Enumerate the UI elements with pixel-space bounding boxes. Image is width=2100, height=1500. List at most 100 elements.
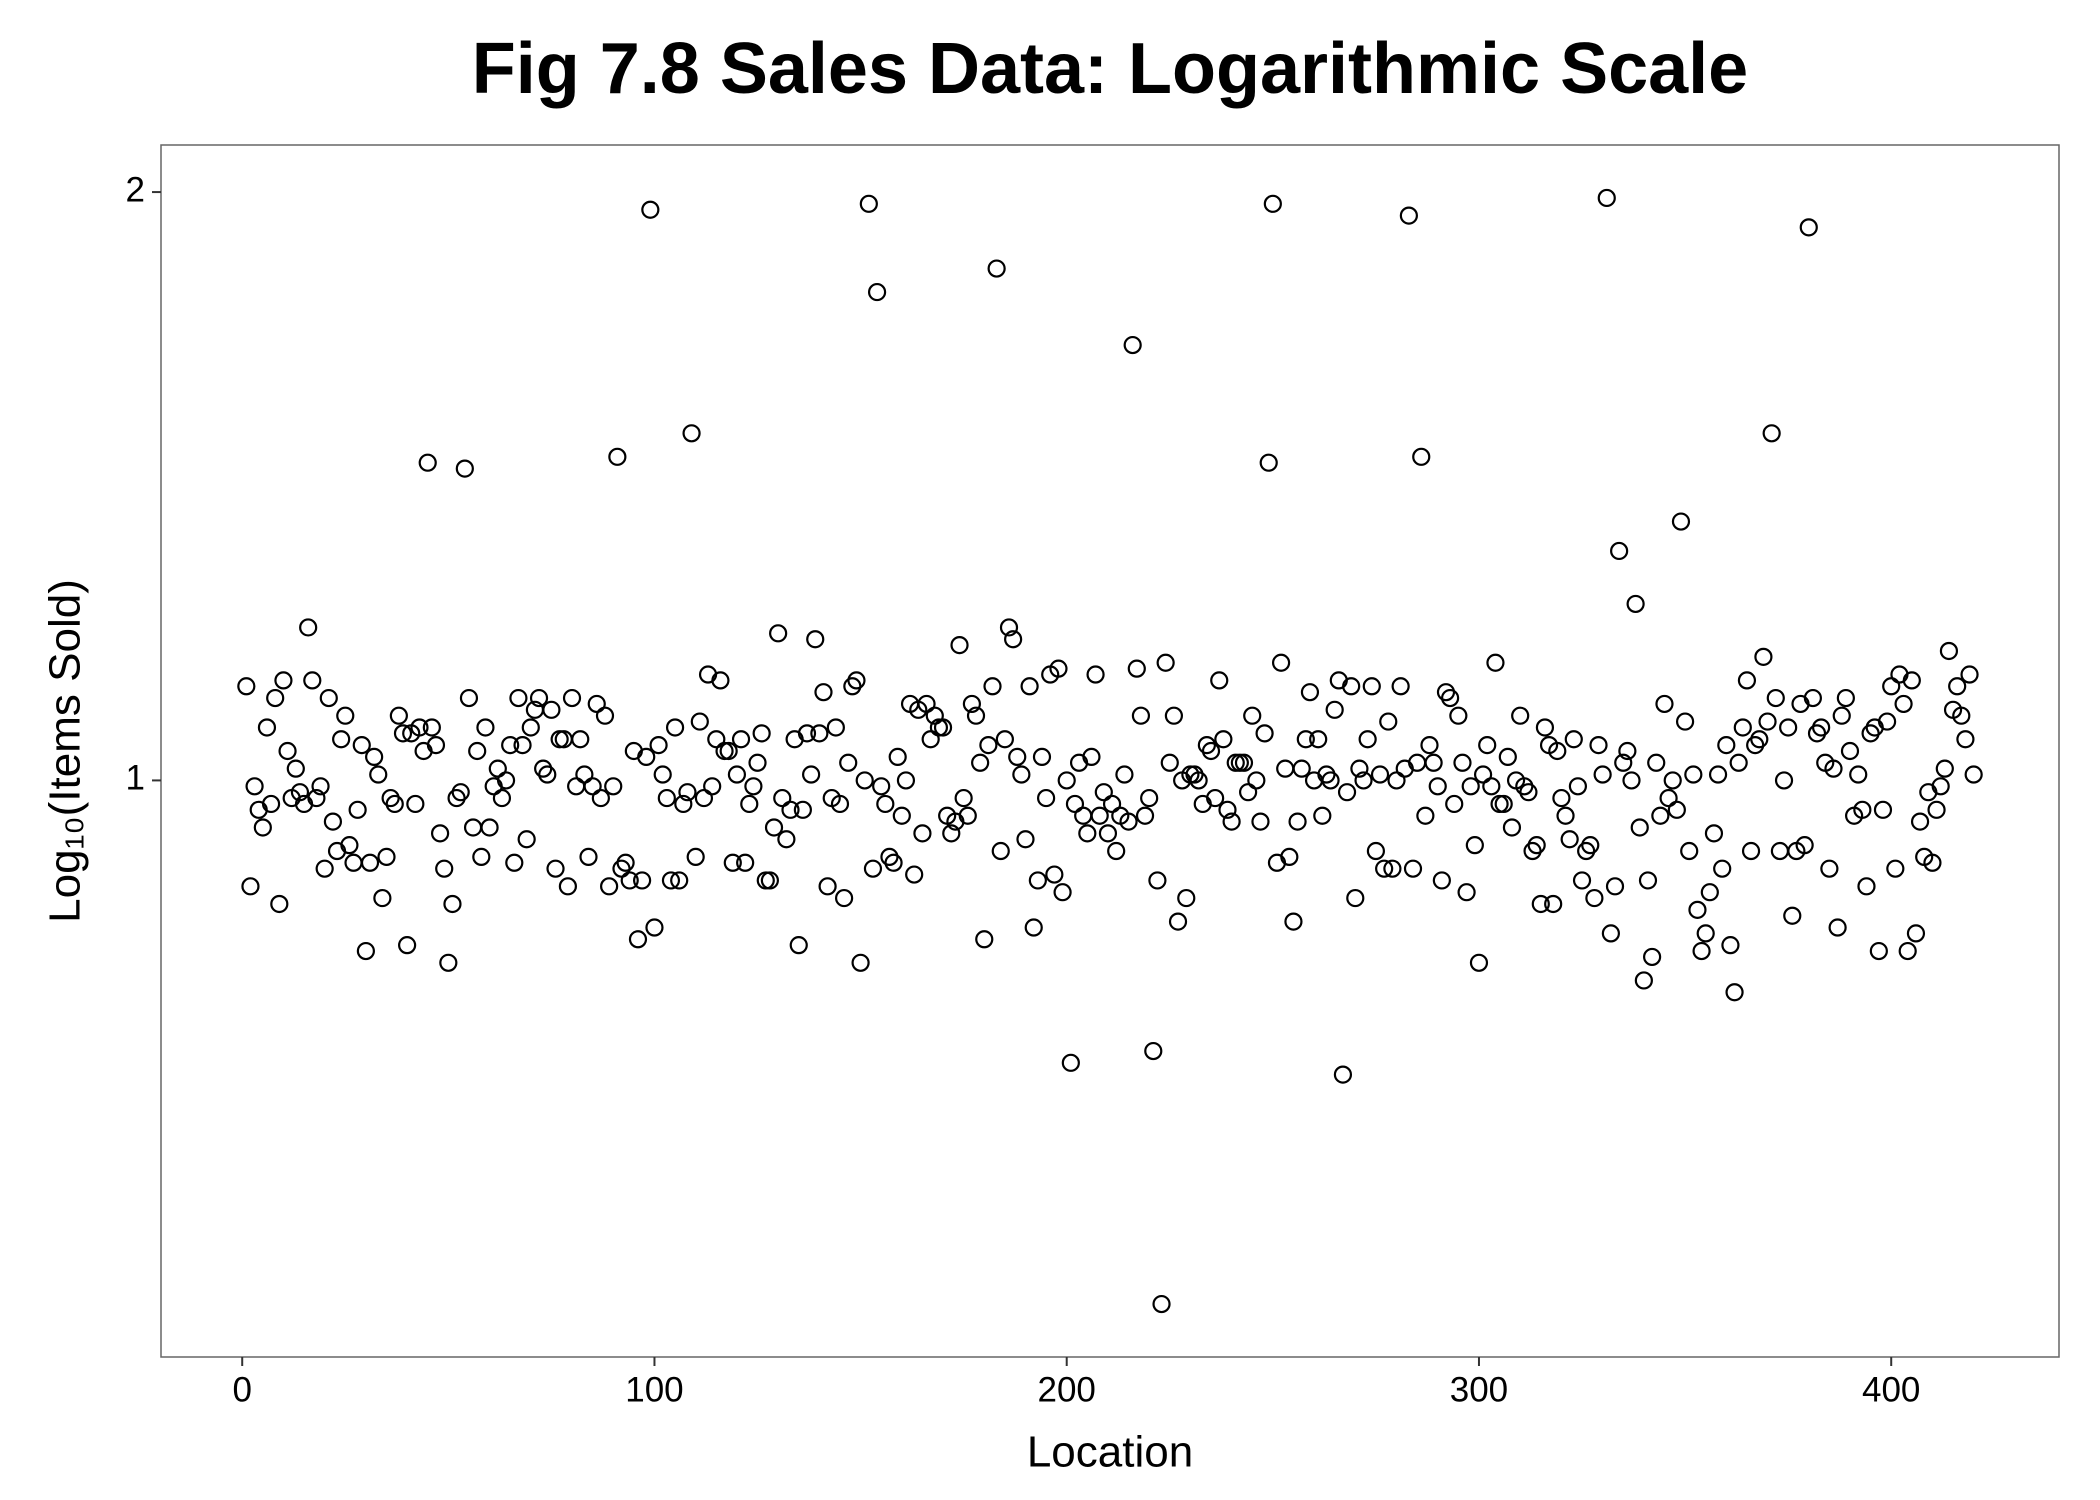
point <box>1441 688 1460 708</box>
x-tick-label: 400 <box>1862 1370 1920 1409</box>
point <box>571 730 590 749</box>
point <box>1511 706 1530 725</box>
point <box>538 765 557 784</box>
point <box>1131 706 1151 725</box>
point <box>451 783 470 802</box>
point <box>1614 753 1633 772</box>
point <box>1346 888 1365 908</box>
point <box>1012 765 1031 784</box>
point <box>1424 753 1443 772</box>
x-tick-label: 100 <box>625 1370 683 1409</box>
point <box>1725 983 1744 1002</box>
point <box>1333 1065 1353 1084</box>
point <box>1593 765 1612 784</box>
point <box>1416 806 1435 825</box>
point <box>1045 865 1064 884</box>
point <box>1902 671 1921 690</box>
point <box>1049 659 1068 678</box>
point <box>1721 936 1740 955</box>
point <box>459 688 479 708</box>
point <box>521 718 540 737</box>
point <box>517 830 536 849</box>
point <box>237 677 256 696</box>
point <box>1156 653 1175 672</box>
point <box>1948 677 1967 696</box>
point <box>1449 706 1468 725</box>
point <box>1288 812 1307 831</box>
point <box>579 847 598 867</box>
point <box>913 824 932 843</box>
point <box>1952 706 1971 725</box>
point <box>1663 771 1682 790</box>
point <box>369 765 388 784</box>
point <box>1544 894 1563 914</box>
point <box>608 447 627 466</box>
point <box>1754 647 1773 666</box>
point <box>1309 730 1328 749</box>
point <box>336 706 355 725</box>
point <box>286 759 305 778</box>
point <box>1321 771 1340 790</box>
point <box>645 918 664 937</box>
point <box>872 777 891 796</box>
point <box>1445 794 1464 814</box>
point <box>290 783 310 802</box>
point <box>1803 688 1822 708</box>
point <box>480 818 499 837</box>
point <box>307 788 326 808</box>
point <box>410 718 429 737</box>
point <box>1626 594 1645 614</box>
point <box>501 736 520 755</box>
point <box>1284 912 1303 931</box>
point <box>1366 841 1386 861</box>
point <box>1762 424 1781 443</box>
point <box>1032 747 1052 766</box>
point <box>352 736 371 755</box>
point <box>777 830 796 849</box>
point <box>505 853 524 872</box>
point <box>604 777 623 796</box>
point <box>315 859 334 878</box>
point <box>1684 765 1703 784</box>
point <box>1812 718 1831 737</box>
point <box>1956 730 1975 749</box>
point <box>966 706 986 725</box>
point <box>1886 859 1905 878</box>
point <box>319 688 338 708</box>
point <box>1799 218 1818 237</box>
point <box>1082 747 1101 766</box>
point <box>1370 765 1390 784</box>
y-axis-label: Log₁₀(Items Sold) <box>41 579 90 923</box>
point <box>867 282 887 302</box>
point <box>855 771 874 790</box>
point <box>261 794 281 814</box>
point <box>896 771 916 790</box>
point <box>1675 712 1695 731</box>
point <box>1667 800 1686 819</box>
point <box>1939 641 1959 661</box>
x-axis-label: Location <box>1027 1428 1193 1477</box>
point <box>1643 947 1662 967</box>
y-tick-label: 2 <box>126 170 145 209</box>
point <box>818 877 837 896</box>
point <box>641 200 660 219</box>
point <box>595 706 615 725</box>
point <box>529 688 549 708</box>
point <box>311 777 330 796</box>
point <box>1354 771 1373 790</box>
point <box>455 459 474 478</box>
point <box>1004 630 1023 649</box>
point <box>740 794 759 814</box>
point <box>1820 859 1839 878</box>
point <box>995 730 1014 749</box>
point <box>1688 900 1707 919</box>
point <box>1638 871 1658 890</box>
point <box>422 718 441 737</box>
point <box>1494 794 1513 814</box>
point <box>1873 800 1893 819</box>
point <box>443 894 462 914</box>
point <box>1478 736 1497 755</box>
point <box>1457 883 1476 902</box>
point <box>954 788 973 808</box>
point <box>1655 694 1674 714</box>
